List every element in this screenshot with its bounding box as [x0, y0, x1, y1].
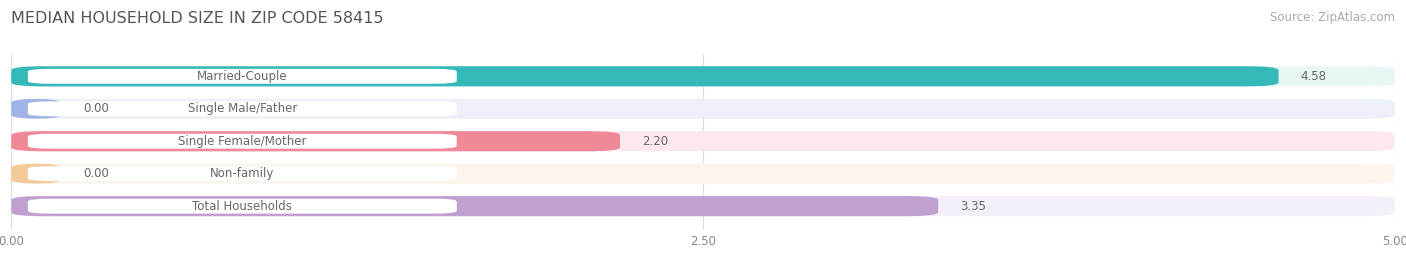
FancyBboxPatch shape [11, 164, 60, 184]
Text: Total Households: Total Households [193, 200, 292, 213]
Text: 0.00: 0.00 [83, 167, 110, 180]
Text: 0.00: 0.00 [83, 102, 110, 115]
Text: Single Male/Father: Single Male/Father [187, 102, 297, 115]
FancyBboxPatch shape [11, 196, 1395, 216]
FancyBboxPatch shape [11, 66, 1278, 86]
FancyBboxPatch shape [28, 166, 457, 181]
Text: MEDIAN HOUSEHOLD SIZE IN ZIP CODE 58415: MEDIAN HOUSEHOLD SIZE IN ZIP CODE 58415 [11, 11, 384, 26]
Text: 2.20: 2.20 [643, 135, 668, 148]
Text: 3.35: 3.35 [960, 200, 986, 213]
FancyBboxPatch shape [11, 99, 60, 119]
Text: Non-family: Non-family [209, 167, 274, 180]
FancyBboxPatch shape [11, 131, 1395, 151]
FancyBboxPatch shape [28, 199, 457, 214]
FancyBboxPatch shape [28, 134, 457, 149]
FancyBboxPatch shape [11, 99, 1395, 119]
Text: Source: ZipAtlas.com: Source: ZipAtlas.com [1270, 11, 1395, 24]
FancyBboxPatch shape [11, 131, 620, 151]
Text: Single Female/Mother: Single Female/Mother [179, 135, 307, 148]
FancyBboxPatch shape [11, 196, 938, 216]
FancyBboxPatch shape [11, 66, 1395, 86]
FancyBboxPatch shape [28, 101, 457, 116]
FancyBboxPatch shape [28, 69, 457, 84]
FancyBboxPatch shape [11, 164, 1395, 184]
Text: 4.58: 4.58 [1301, 70, 1327, 83]
Text: Married-Couple: Married-Couple [197, 70, 288, 83]
